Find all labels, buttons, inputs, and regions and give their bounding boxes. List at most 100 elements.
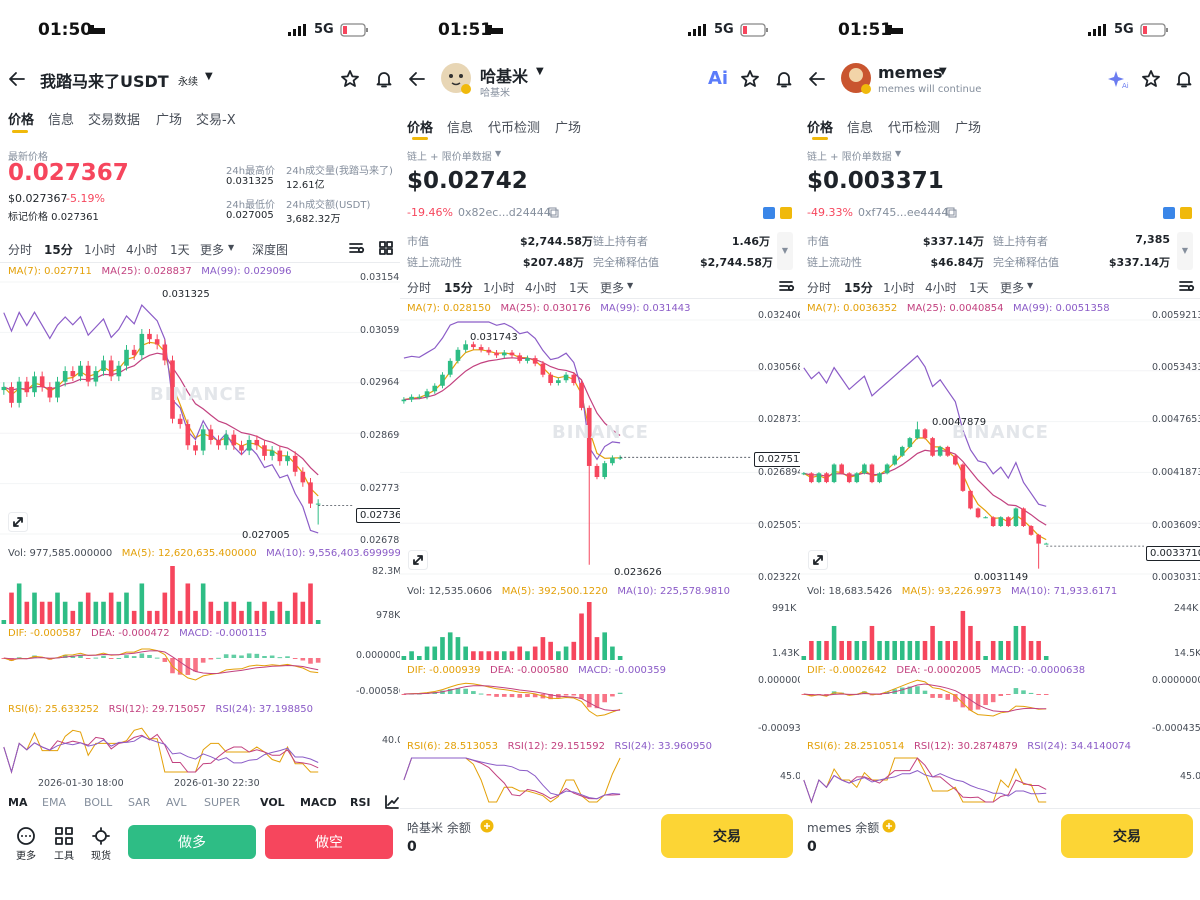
add-balance-icon[interactable] (882, 819, 896, 833)
volume-bar (877, 640, 882, 660)
tf-line[interactable]: 分时 (8, 243, 33, 257)
expand-icon[interactable] (8, 512, 28, 532)
back-arrow-icon[interactable] (808, 70, 826, 88)
short-button[interactable]: 做空 (265, 825, 393, 859)
macd-bar (246, 653, 252, 658)
data-source-label[interactable]: 链上 + 限价单数据 (407, 152, 492, 163)
more-label[interactable]: 更多 (16, 851, 36, 862)
tf-15m[interactable]: 15分 (844, 281, 873, 295)
tf-1h[interactable]: 1小时 (483, 281, 515, 295)
candlestick-chart[interactable] (0, 278, 400, 540)
tab-square[interactable]: 广场 (555, 121, 582, 136)
tf-1d[interactable]: 1天 (969, 281, 989, 295)
indicator-avl[interactable]: AVL (166, 796, 187, 809)
tab-trade-x[interactable]: 交易-X (196, 113, 236, 128)
tab-price[interactable]: 价格 (807, 121, 834, 136)
indicator-ema[interactable]: EMA (42, 796, 66, 809)
candlestick-chart[interactable] (400, 316, 800, 580)
shield-icon (763, 207, 775, 219)
tf-1h[interactable]: 1小时 (84, 243, 116, 257)
trade-button[interactable]: 交易 (1061, 814, 1193, 858)
tab-info[interactable]: 信息 (847, 121, 874, 136)
tf-1d[interactable]: 1天 (569, 281, 589, 295)
latest-price-label[interactable]: 最新价格 (8, 152, 48, 163)
tf-more[interactable]: 更多 (200, 243, 225, 257)
tf-more[interactable]: 更多 (1000, 281, 1025, 295)
tab-price[interactable]: 价格 (8, 113, 35, 128)
tf-4h[interactable]: 4小时 (925, 281, 957, 295)
chevron-down-icon[interactable]: ▼ (939, 66, 947, 77)
tf-15m[interactable]: 15分 (444, 281, 473, 295)
spot-label[interactable]: 现货 (91, 851, 111, 862)
bell-icon[interactable] (374, 69, 394, 89)
expand-stats-button[interactable]: ▼ (777, 232, 793, 270)
tools-icon[interactable] (54, 826, 74, 846)
expand-icon[interactable] (408, 550, 428, 570)
chevron-down-icon[interactable]: ▼ (627, 281, 634, 290)
indicator-sar[interactable]: SAR (128, 796, 151, 809)
chevron-down-icon[interactable]: ▼ (228, 243, 235, 252)
chevron-down-icon[interactable]: ▼ (1027, 281, 1034, 290)
tools-label[interactable]: 工具 (54, 851, 74, 862)
long-button[interactable]: 做多 (128, 825, 256, 859)
more-icon[interactable] (16, 826, 36, 846)
ai-sparkle-icon[interactable]: Ai (1108, 69, 1130, 89)
tf-4h[interactable]: 4小时 (525, 281, 557, 295)
indicator-super[interactable]: SUPER (204, 796, 241, 809)
tab-token-check[interactable]: 代币检测 (488, 121, 541, 136)
grid-layout-icon[interactable] (378, 240, 394, 256)
indicator-macd[interactable]: MACD (300, 796, 337, 809)
tab-square[interactable]: 广场 (156, 113, 183, 128)
expand-stats-button[interactable]: ▼ (1177, 232, 1193, 270)
tf-15m[interactable]: 15分 (44, 243, 73, 257)
copy-icon[interactable] (946, 207, 957, 218)
indicator-vol[interactable]: VOL (260, 796, 285, 809)
candle (953, 455, 958, 465)
stat-fdv-label: 完全稀释估值 (593, 256, 659, 269)
chart-settings-icon[interactable] (1178, 278, 1196, 294)
tab-trade-data[interactable]: 交易数据 (88, 113, 141, 128)
star-icon[interactable] (340, 69, 360, 89)
indicator-rsi[interactable]: RSI (350, 796, 371, 809)
candlestick-chart[interactable] (800, 316, 1200, 580)
token-avatar (841, 63, 871, 94)
token-title[interactable]: 哈基米 (480, 67, 529, 86)
back-arrow-icon[interactable] (408, 70, 426, 88)
tf-line[interactable]: 分时 (407, 281, 432, 295)
indicator-boll[interactable]: BOLL (84, 796, 113, 809)
macd-bar (937, 694, 943, 698)
data-source-label[interactable]: 链上 + 限价单数据 (807, 152, 892, 163)
tf-more[interactable]: 更多 (600, 281, 625, 295)
tf-line[interactable]: 分时 (807, 281, 832, 295)
tab-price[interactable]: 价格 (407, 121, 434, 136)
chevron-down-icon[interactable]: ▼ (205, 71, 213, 82)
chart-tools-icon[interactable] (384, 794, 400, 810)
indicator-ma[interactable]: MA (8, 796, 28, 809)
tf-1d[interactable]: 1天 (170, 243, 190, 257)
copy-icon[interactable] (548, 207, 559, 218)
expand-icon[interactable] (808, 550, 828, 570)
tf-4h[interactable]: 4小时 (126, 243, 158, 257)
tab-square[interactable]: 广场 (955, 121, 982, 136)
bell-icon[interactable] (774, 69, 794, 89)
add-balance-icon[interactable] (480, 819, 494, 833)
chevron-down-icon[interactable]: ▼ (495, 149, 502, 158)
star-icon[interactable] (1141, 69, 1161, 89)
trade-button[interactable]: 交易 (661, 814, 793, 858)
ai-icon[interactable]: Ai (708, 68, 729, 89)
tab-info[interactable]: 信息 (48, 113, 75, 128)
chevron-down-icon[interactable]: ▼ (536, 66, 544, 77)
token-title[interactable]: memes (878, 63, 943, 82)
spot-icon[interactable] (91, 826, 111, 846)
star-icon[interactable] (740, 69, 760, 89)
bell-icon[interactable] (1174, 69, 1194, 89)
chevron-down-icon[interactable]: ▼ (895, 149, 902, 158)
chart-settings-icon[interactable] (778, 278, 796, 294)
tab-info[interactable]: 信息 (447, 121, 474, 136)
pair-title[interactable]: 我踏马来了USDT (40, 72, 169, 91)
back-arrow-icon[interactable] (8, 70, 26, 88)
chart-settings-icon[interactable] (348, 240, 366, 256)
tf-1h[interactable]: 1小时 (883, 281, 915, 295)
tab-token-check[interactable]: 代币检测 (888, 121, 941, 136)
tf-depth[interactable]: 深度图 (252, 243, 289, 257)
